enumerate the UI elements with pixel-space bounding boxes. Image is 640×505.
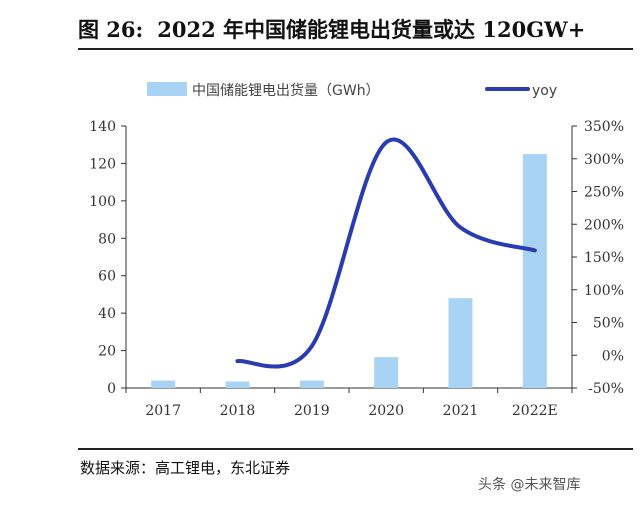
figure-label: 图 26: xyxy=(78,17,144,42)
x-tick-label: 2021 xyxy=(443,403,479,419)
y-right-tick-label: 150% xyxy=(584,250,624,266)
y-left-tick-label: 80 xyxy=(98,231,116,247)
y-right-tick-label: -50% xyxy=(588,381,624,397)
x-tick-label: 2019 xyxy=(294,403,330,419)
x-tick-label: 2018 xyxy=(220,403,256,419)
bar xyxy=(448,298,473,388)
bar xyxy=(522,154,547,388)
bar xyxy=(374,357,399,388)
y-right-tick-label: 100% xyxy=(584,283,624,299)
y-right-tick-label: 0% xyxy=(602,348,624,364)
x-tick-label: 2020 xyxy=(368,403,404,419)
y-left-tick-label: 140 xyxy=(89,119,116,135)
watermark: 头条 @未来智库 xyxy=(478,477,581,493)
y-right-tick-label: 50% xyxy=(593,316,624,332)
top-rule xyxy=(78,48,633,50)
x-tick-label: 2017 xyxy=(145,403,181,419)
bar xyxy=(299,380,324,388)
x-tick-label: 2022E xyxy=(512,403,558,419)
bar xyxy=(225,381,250,388)
y-right-tick-label: 250% xyxy=(584,185,624,201)
chart-title: 图 26: 2022 年中国储能锂电出货量或达 120GW+ xyxy=(78,14,633,44)
y-right-tick-label: 200% xyxy=(584,217,624,233)
y-right-tick-label: 300% xyxy=(584,152,624,168)
yoy-line xyxy=(235,137,537,369)
y-left-tick-label: 0 xyxy=(107,381,116,397)
bar xyxy=(151,380,176,388)
bottom-rule xyxy=(78,448,633,450)
y-left-tick-label: 20 xyxy=(98,344,116,360)
y-left-tick-label: 60 xyxy=(98,269,116,285)
legend-line-label: yoy xyxy=(532,83,557,99)
legend-bar-swatch xyxy=(147,82,187,96)
y-left-tick-label: 120 xyxy=(89,156,116,172)
y-left-tick-label: 100 xyxy=(89,194,116,210)
source-note: 数据来源：高工锂电，东北证券 xyxy=(80,459,291,477)
legend-bar-label: 中国储能锂电出货量（GWh） xyxy=(192,82,380,99)
y-left-tick-label: 40 xyxy=(98,306,116,322)
figure-title: 2022 年中国储能锂电出货量或达 120GW+ xyxy=(157,17,586,42)
y-right-tick-label: 350% xyxy=(584,119,624,135)
